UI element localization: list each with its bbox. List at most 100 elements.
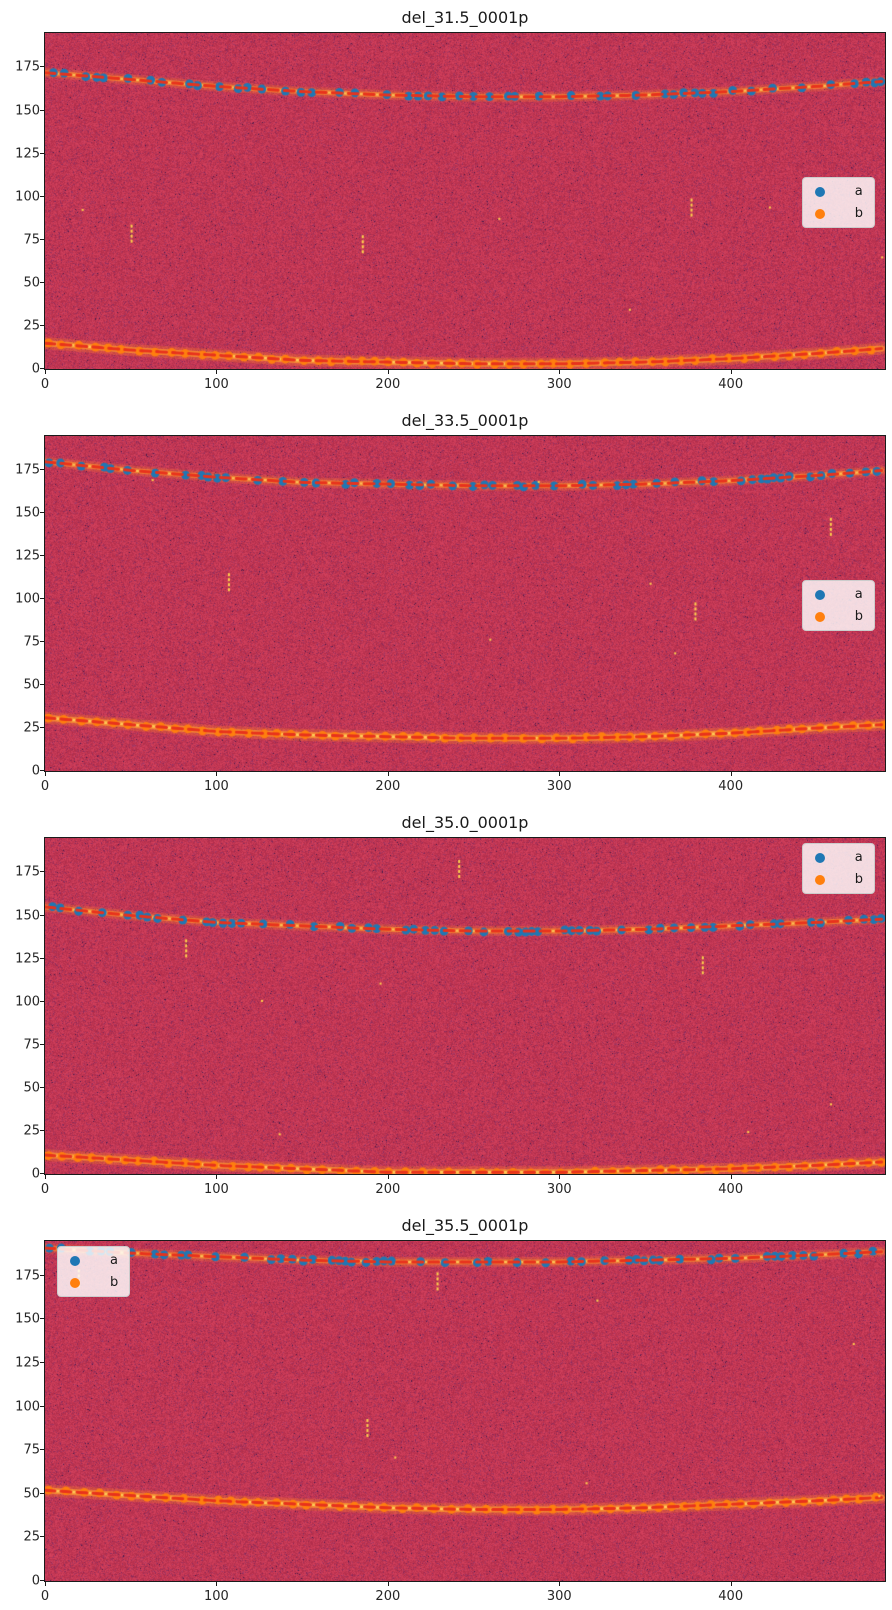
legend-marker-b-icon	[814, 611, 825, 622]
x-tick-mark	[216, 370, 218, 374]
y-tick-mark	[40, 1274, 44, 1276]
x-tick-mark	[559, 370, 561, 374]
x-tick-mark	[387, 1175, 389, 1179]
y-tick-mark	[40, 641, 44, 643]
x-tick-label: 200	[375, 1589, 401, 1604]
y-tick-label: 175	[15, 864, 40, 880]
y-tick-mark	[40, 1173, 44, 1174]
y-tick-label: 150	[15, 103, 40, 119]
y-tick-mark	[40, 1449, 44, 1451]
x-tick-mark	[730, 772, 732, 776]
legend: a b	[801, 580, 875, 631]
plot-canvas	[45, 1241, 885, 1581]
y-tick-label: 50	[23, 677, 40, 693]
legend-entry-a: a	[814, 185, 863, 198]
legend-label-b: b	[854, 206, 863, 221]
y-tick-mark	[40, 957, 44, 959]
plot-title: del_33.5_0001p	[401, 411, 529, 430]
y-tick-mark	[40, 684, 44, 686]
y-tick-mark	[40, 727, 44, 729]
y-tick-label: 125	[15, 1355, 40, 1371]
y-tick-label: 25	[23, 1123, 40, 1139]
legend-marker-b-icon	[814, 874, 825, 885]
y-tick-mark	[40, 1000, 44, 1002]
y-tick-label: 25	[23, 318, 40, 334]
y-tick-mark	[40, 598, 44, 600]
x-tick-mark	[387, 1582, 389, 1586]
y-tick-mark	[40, 512, 44, 514]
y-tick-label: 100	[15, 189, 40, 205]
plot-frame: a b	[44, 1240, 886, 1582]
legend-label-a: a	[854, 850, 863, 865]
x-tick-mark	[559, 1582, 561, 1586]
y-tick-label: 175	[15, 59, 40, 75]
x-tick-label: 300	[546, 1182, 572, 1197]
x-tick-label: 300	[546, 1589, 572, 1604]
x-tick-mark	[45, 1175, 46, 1179]
y-tick-mark	[40, 368, 44, 369]
x-tick-label: 300	[546, 779, 572, 794]
y-tick-label: 50	[23, 1080, 40, 1096]
y-tick-label: 50	[23, 275, 40, 291]
y-tick-mark	[40, 770, 44, 771]
y-tick-mark	[40, 1580, 44, 1581]
legend-entry-a: a	[814, 850, 863, 865]
legend-label-b: b	[854, 609, 863, 624]
axes-area: a b 0 25 50 75 100 125 150 175 0 100 200 300 400	[0, 837, 892, 1203]
legend-label-a: a	[854, 587, 863, 602]
x-tick-mark	[730, 1175, 732, 1179]
y-tick-label: 150	[15, 908, 40, 924]
x-tick-label: 400	[718, 377, 744, 392]
y-tick-mark	[40, 1536, 44, 1538]
y-tick-mark	[40, 1129, 44, 1131]
x-tick-label: 200	[375, 779, 401, 794]
y-tick-mark	[40, 1492, 44, 1494]
y-tick-label: 0	[31, 1573, 40, 1589]
y-tick-mark	[40, 1086, 44, 1088]
y-tick-mark	[40, 1318, 44, 1320]
x-tick-mark	[559, 772, 561, 776]
x-tick-label: 100	[204, 1182, 229, 1197]
y-tick-label: 75	[23, 232, 40, 248]
legend-marker-a-icon	[70, 1255, 80, 1266]
y-tick-label: 75	[23, 634, 40, 650]
y-tick-label: 75	[23, 1442, 40, 1458]
plot-canvas	[45, 33, 885, 369]
x-tick-label: 400	[718, 779, 744, 794]
x-tick-label: 200	[375, 1182, 401, 1197]
x-tick-mark	[559, 1175, 561, 1179]
y-tick-label: 175	[15, 1268, 40, 1284]
legend-marker-b-icon	[814, 208, 825, 219]
y-tick-mark	[40, 1362, 44, 1364]
y-tick-mark	[40, 324, 44, 326]
legend: a b	[801, 843, 875, 894]
legend-marker-b-icon	[70, 1277, 80, 1288]
legend-entry-a: a	[814, 587, 863, 602]
x-tick-label: 0	[40, 1182, 50, 1197]
plot-canvas	[45, 436, 885, 771]
y-tick-mark	[40, 66, 44, 68]
subplot-del-33-5: del_33.5_0001p a b 0 25 50 75 100 125 150 175 0 1…	[0, 410, 892, 800]
x-tick-mark	[216, 772, 218, 776]
plot-frame: a b	[44, 837, 886, 1175]
legend-entry-b: b	[814, 609, 863, 624]
subplot-del-35-0: del_35.0_0001p a b 0 25 50 75 100 125 150 175 0 1…	[0, 812, 892, 1203]
subplot-del-31-5: del_31.5_0001p a b 0 25 50 75 100 125 150 175 0 1…	[0, 0, 892, 398]
legend-marker-a-icon	[814, 589, 825, 600]
y-tick-label: 125	[15, 548, 40, 564]
y-tick-mark	[40, 871, 44, 873]
x-tick-label: 100	[204, 1589, 229, 1604]
y-tick-mark	[40, 109, 44, 111]
axes-area: a b 0 25 50 75 100 125 150 175 0 100 200 300 400	[0, 32, 892, 398]
legend-label-a: a	[110, 1253, 118, 1268]
x-tick-label: 100	[204, 377, 229, 392]
x-tick-label: 400	[718, 1182, 744, 1197]
y-tick-label: 100	[15, 591, 40, 607]
x-tick-mark	[387, 772, 389, 776]
legend-label-b: b	[854, 872, 863, 887]
y-tick-label: 175	[15, 462, 40, 478]
x-tick-label: 0	[40, 377, 50, 392]
y-tick-label: 50	[23, 1486, 40, 1502]
y-tick-label: 25	[23, 1529, 40, 1545]
